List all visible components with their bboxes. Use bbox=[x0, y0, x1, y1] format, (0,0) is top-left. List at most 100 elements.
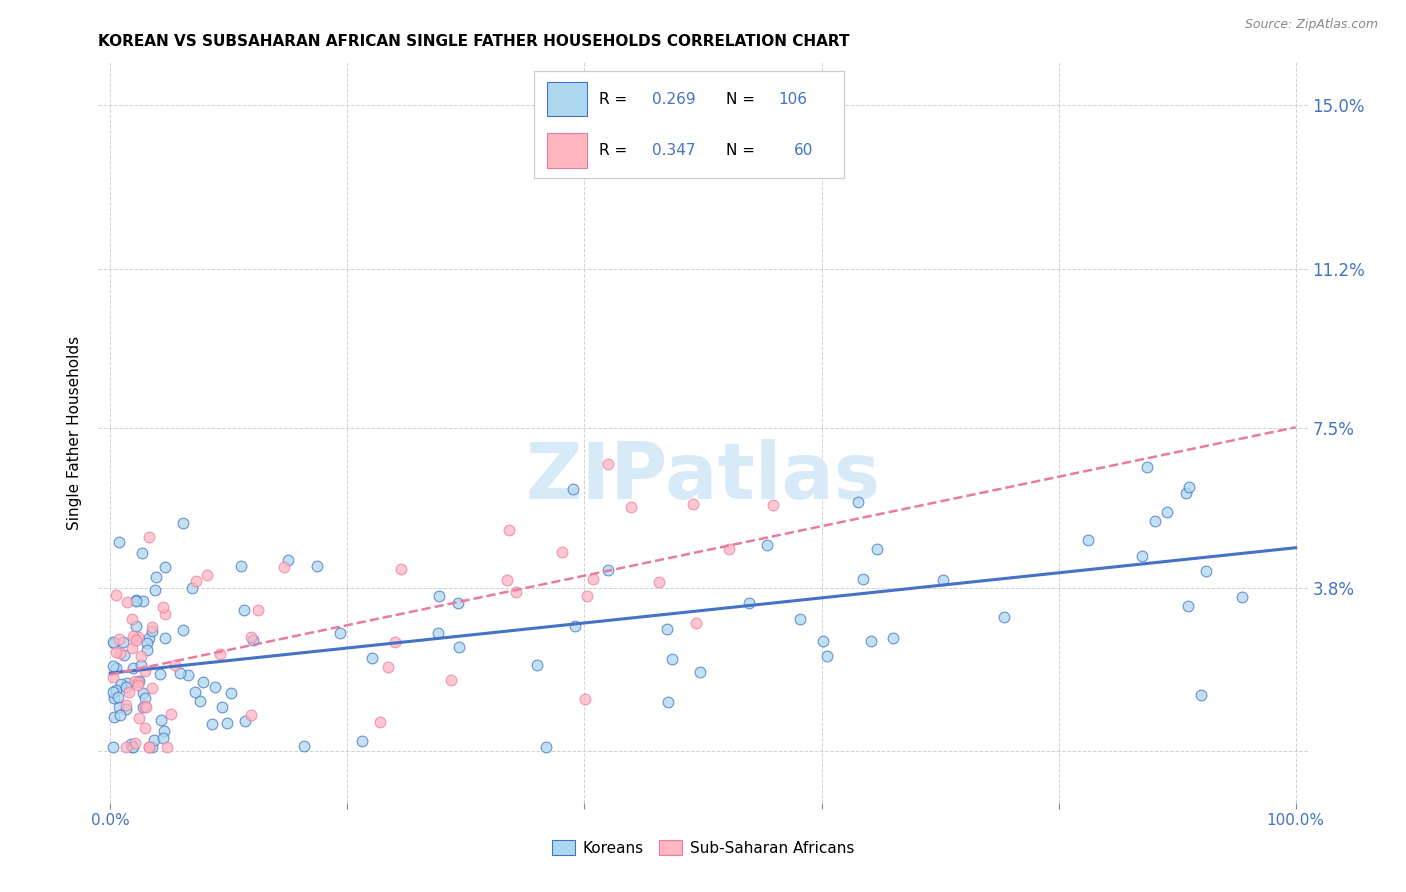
Point bbox=[596, 457, 619, 471]
Point bbox=[107, 699, 129, 714]
Point bbox=[115, 595, 138, 609]
Point bbox=[141, 681, 163, 695]
Point bbox=[685, 616, 707, 631]
Point bbox=[107, 632, 129, 646]
Point bbox=[112, 635, 135, 649]
Point bbox=[145, 570, 167, 584]
Point bbox=[738, 596, 761, 610]
Text: KOREAN VS SUBSAHARAN AFRICAN SINGLE FATHER HOUSEHOLDS CORRELATION CHART: KOREAN VS SUBSAHARAN AFRICAN SINGLE FATH… bbox=[98, 34, 849, 49]
Point bbox=[141, 619, 163, 633]
Point bbox=[562, 482, 585, 496]
Point bbox=[1177, 599, 1199, 613]
Point bbox=[127, 674, 149, 689]
Legend: Koreans, Sub-Saharan Africans: Koreans, Sub-Saharan Africans bbox=[546, 834, 860, 862]
Point bbox=[101, 658, 124, 673]
Point bbox=[132, 594, 155, 608]
Point bbox=[273, 560, 295, 574]
Point bbox=[1178, 480, 1201, 494]
Point bbox=[582, 572, 605, 586]
Point bbox=[107, 534, 129, 549]
Point bbox=[103, 636, 125, 650]
Point bbox=[648, 574, 671, 589]
Point bbox=[128, 710, 150, 724]
Point bbox=[132, 700, 155, 714]
Point bbox=[143, 583, 166, 598]
Point bbox=[1189, 688, 1212, 702]
Point bbox=[233, 603, 256, 617]
Point bbox=[122, 661, 145, 675]
Point bbox=[105, 661, 128, 675]
Text: N =: N = bbox=[725, 92, 759, 107]
Point bbox=[389, 562, 412, 576]
Point bbox=[184, 685, 207, 699]
Point bbox=[165, 657, 187, 672]
Point bbox=[852, 572, 875, 586]
Text: 0.347: 0.347 bbox=[652, 143, 696, 158]
Point bbox=[576, 589, 599, 603]
Point bbox=[217, 716, 239, 731]
Text: R =: R = bbox=[599, 92, 633, 107]
Point bbox=[105, 683, 128, 698]
Point bbox=[427, 625, 450, 640]
Point bbox=[239, 631, 262, 645]
Point bbox=[138, 631, 160, 645]
Point bbox=[101, 739, 124, 754]
Point bbox=[153, 632, 176, 646]
Point bbox=[846, 494, 869, 508]
Point bbox=[115, 702, 138, 716]
Point bbox=[152, 731, 174, 746]
Text: Source: ZipAtlas.com: Source: ZipAtlas.com bbox=[1244, 18, 1378, 31]
Point bbox=[447, 596, 470, 610]
Point bbox=[1230, 590, 1253, 604]
Text: 106: 106 bbox=[779, 92, 807, 107]
Point bbox=[143, 732, 166, 747]
Point bbox=[153, 723, 176, 738]
Point bbox=[124, 594, 146, 608]
Point bbox=[134, 691, 156, 706]
Point bbox=[121, 739, 143, 754]
Point bbox=[115, 676, 138, 690]
Point bbox=[1130, 549, 1153, 563]
Point bbox=[134, 698, 156, 713]
Point bbox=[103, 690, 125, 705]
Point bbox=[305, 558, 328, 573]
Point bbox=[219, 686, 242, 700]
Point bbox=[103, 709, 125, 723]
Point bbox=[134, 664, 156, 678]
Point bbox=[188, 694, 211, 708]
Point bbox=[172, 516, 194, 530]
Point bbox=[141, 739, 163, 754]
Point bbox=[177, 668, 200, 682]
Point bbox=[134, 721, 156, 735]
Point bbox=[138, 739, 160, 754]
Point bbox=[204, 680, 226, 694]
Point bbox=[350, 733, 373, 747]
Point bbox=[505, 584, 527, 599]
Point bbox=[815, 648, 838, 663]
Point bbox=[172, 624, 194, 638]
Point bbox=[1136, 460, 1159, 475]
Point bbox=[107, 690, 129, 704]
Point bbox=[131, 686, 153, 700]
Point bbox=[811, 633, 834, 648]
Point bbox=[125, 593, 148, 607]
Point bbox=[141, 624, 163, 638]
Point bbox=[169, 666, 191, 681]
Text: R =: R = bbox=[599, 143, 633, 158]
Point bbox=[105, 589, 128, 603]
Bar bbox=[547, 82, 586, 116]
Point bbox=[124, 736, 146, 750]
Point bbox=[657, 622, 679, 636]
Point bbox=[377, 660, 399, 674]
Point bbox=[368, 714, 391, 729]
Point bbox=[993, 610, 1015, 624]
Point bbox=[115, 739, 138, 754]
Point bbox=[239, 707, 262, 722]
Point bbox=[110, 707, 132, 722]
Point bbox=[755, 538, 778, 552]
Point bbox=[1175, 486, 1198, 500]
Point bbox=[159, 707, 181, 722]
Text: N =: N = bbox=[725, 143, 759, 158]
Point bbox=[292, 739, 315, 753]
Text: 0.269: 0.269 bbox=[652, 92, 696, 107]
